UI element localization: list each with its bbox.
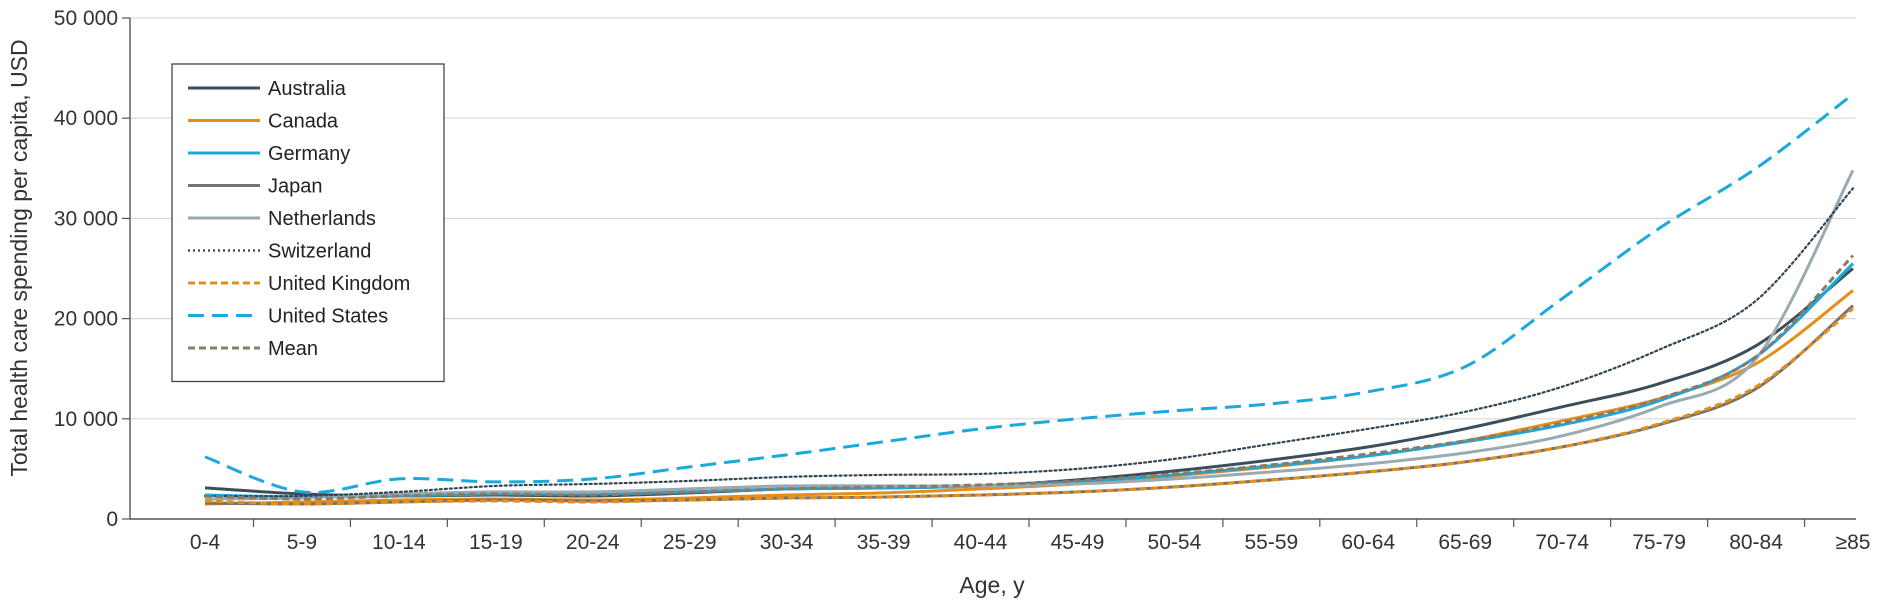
- y-tick-label: 0: [106, 508, 118, 531]
- x-tick-label: 30-34: [760, 531, 814, 554]
- x-tick-label: 65-69: [1438, 531, 1492, 554]
- legend-label-japan: Japan: [268, 176, 323, 198]
- y-tick-label: 40 000: [54, 107, 118, 130]
- x-tick-label: 10-14: [372, 531, 426, 554]
- series-line-germany: [204, 262, 1855, 499]
- x-tick-label: 35-39: [857, 531, 911, 554]
- x-axis-title: Age, y: [959, 572, 1025, 598]
- y-tick-label: 50 000: [54, 7, 118, 30]
- y-tick-label: 30 000: [54, 207, 118, 230]
- x-tick-label: 70-74: [1535, 531, 1589, 554]
- series-lines: [203, 93, 1855, 506]
- legend-label-united-states: United States: [268, 306, 388, 328]
- y-axis-title: Total health care spending per capita, U…: [6, 39, 32, 476]
- legend-label-australia: Australia: [268, 78, 347, 100]
- x-tick-label: 45-49: [1051, 531, 1105, 554]
- x-tick-label: 5-9: [287, 531, 317, 554]
- legend-box: [171, 63, 445, 383]
- x-tick-label: ≥85: [1836, 531, 1871, 554]
- legend-label-netherlands: Netherlands: [268, 208, 376, 230]
- x-tick-label: 60-64: [1341, 531, 1395, 554]
- x-tick-label: 40-44: [954, 531, 1008, 554]
- series-line-mean: [204, 254, 1855, 501]
- x-tick-label: 25-29: [663, 531, 717, 554]
- series-line-netherlands: [204, 169, 1855, 501]
- series-line-australia: [204, 267, 1854, 498]
- legend: Australia Canada Germany Japan Netherlands Sw…: [171, 63, 445, 383]
- x-tick-label: 15-19: [469, 531, 523, 554]
- y-tick-label: 10 000: [54, 408, 118, 431]
- y-tick-label: 20 000: [54, 308, 118, 331]
- series-line-united-kingdom: [204, 307, 1854, 506]
- legend-label-united-kingdom: United Kingdom: [268, 273, 410, 295]
- legend-label-mean: Mean: [268, 338, 318, 360]
- x-tick-label: 75-79: [1632, 531, 1686, 554]
- axes: 0 10 000 20 000 30 000 40 000 50 000 0-4 5-9 10-…: [54, 7, 1871, 554]
- x-tick-label: 20-24: [566, 531, 620, 554]
- series-line-switzerland: [203, 187, 1855, 498]
- legend-label-germany: Germany: [268, 143, 350, 165]
- x-tick-label: 55-59: [1244, 531, 1298, 554]
- x-tick-label: 80-84: [1729, 531, 1783, 554]
- x-tick-label: 0-4: [190, 531, 221, 554]
- legend-label-switzerland: Switzerland: [268, 241, 371, 263]
- legend-label-canada: Canada: [268, 111, 339, 133]
- series-line-united-states: [204, 93, 1854, 494]
- x-tick-label: 50-54: [1148, 531, 1202, 554]
- series-line-japan: [204, 304, 1854, 506]
